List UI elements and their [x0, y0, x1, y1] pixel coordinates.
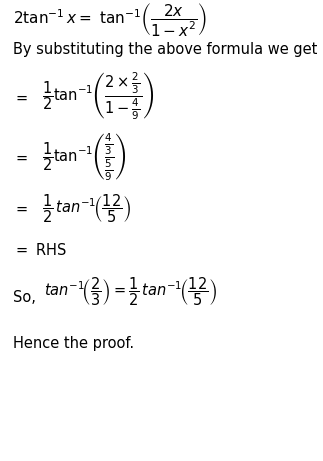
Text: $tan^{-1}\!\left(\dfrac{2}{3}\right) = \dfrac{1}{2}\,tan^{-1}\!\left(\dfrac{12}{: $tan^{-1}\!\left(\dfrac{2}{3}\right) = \…: [44, 275, 217, 307]
Text: $=$: $=$: [13, 150, 28, 165]
Text: $2\tan^{-1}x = \ \tan^{-1}\!\left(\dfrac{2x}{1-x^2}\right)$: $2\tan^{-1}x = \ \tan^{-1}\!\left(\dfrac…: [13, 1, 207, 38]
Text: So,: So,: [13, 290, 36, 305]
Text: $\dfrac{1}{2}\tan^{-1}\!\left(\dfrac{2\times\frac{2}{3}}{1-\frac{4}{9}}\right)$: $\dfrac{1}{2}\tan^{-1}\!\left(\dfrac{2\t…: [42, 71, 154, 123]
Text: By substituting the above formula we get: By substituting the above formula we get: [13, 42, 317, 57]
Text: $= $ RHS: $= $ RHS: [13, 242, 67, 258]
Text: Hence the proof.: Hence the proof.: [13, 336, 134, 351]
Text: $\dfrac{1}{2}\tan^{-1}\!\left(\dfrac{\frac{4}{3}}{\frac{5}{9}}\right)$: $\dfrac{1}{2}\tan^{-1}\!\left(\dfrac{\fr…: [42, 132, 127, 183]
Text: $=$: $=$: [13, 201, 28, 216]
Text: $\dfrac{1}{2}\,tan^{-1}\!\left(\dfrac{12}{5}\right)$: $\dfrac{1}{2}\,tan^{-1}\!\left(\dfrac{12…: [42, 192, 131, 225]
Text: $=$: $=$: [13, 89, 28, 104]
